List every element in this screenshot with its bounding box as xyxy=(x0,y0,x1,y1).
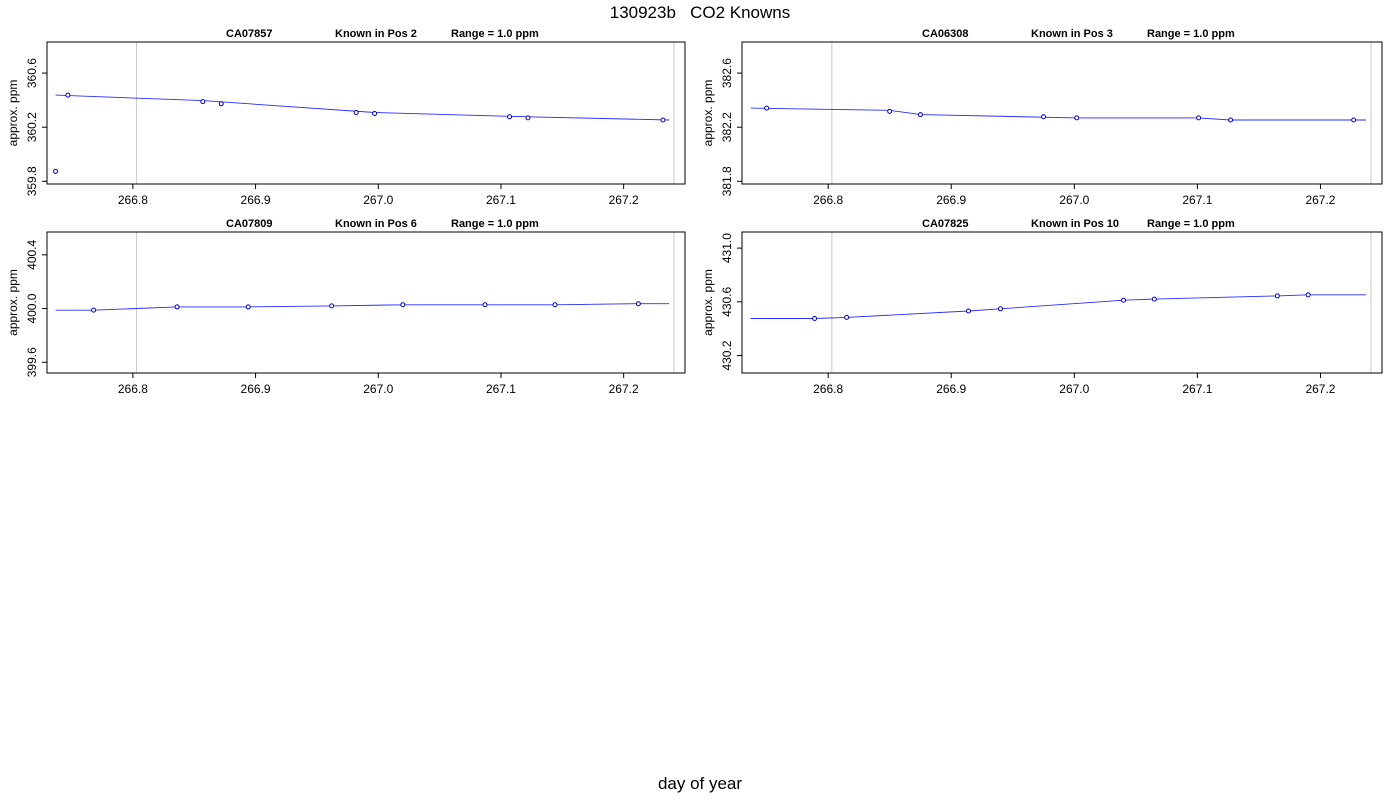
panel-title-range: Range = 1.0 ppm xyxy=(451,28,539,40)
data-point xyxy=(997,306,1003,312)
x-tick-label: 266.8 xyxy=(813,382,843,396)
y-axis-label: approx. ppm xyxy=(701,80,715,147)
x-tick-label: 266.8 xyxy=(813,193,843,207)
x-tick-label: 266.9 xyxy=(936,382,966,396)
plot-frame xyxy=(741,231,1383,374)
data-point xyxy=(372,111,378,117)
data-point xyxy=(660,117,666,123)
data-point xyxy=(1196,115,1202,121)
x-tick-label: 266.8 xyxy=(118,382,148,396)
y-axis-label: approx. ppm xyxy=(6,80,20,147)
data-point xyxy=(1041,114,1047,120)
x-tick-label: 267.0 xyxy=(1059,382,1089,396)
panel-title-position: Known in Pos 2 xyxy=(335,28,417,40)
chart-panel-1: CA07857 Known in Pos 2 Range = 1.0 ppm 266.… xyxy=(6,28,686,207)
data-point xyxy=(1121,297,1127,303)
data-point xyxy=(1305,292,1311,298)
x-tick-label: 267.2 xyxy=(1305,382,1335,396)
x-tick-label: 266.9 xyxy=(241,382,271,396)
data-point xyxy=(812,315,818,321)
x-tick-label: 267.0 xyxy=(1059,193,1089,207)
plot-frame xyxy=(741,41,1383,185)
data-point xyxy=(174,304,180,310)
data-point xyxy=(917,112,923,118)
data-point xyxy=(764,105,770,111)
data-point xyxy=(200,99,206,105)
data-point xyxy=(525,115,531,121)
y-tick-label: 381.8 xyxy=(720,166,734,196)
plot-frame xyxy=(46,231,686,374)
y-tick-label: 430.6 xyxy=(720,286,734,316)
y-tick-label: 382.6 xyxy=(720,58,734,88)
data-point xyxy=(1274,293,1280,299)
data-point xyxy=(1151,296,1157,302)
x-axis-label: day of year xyxy=(657,774,743,793)
data-point xyxy=(1351,117,1357,123)
data-point xyxy=(1228,117,1234,123)
data-point xyxy=(65,92,71,98)
panel-title-tank: CA07857 xyxy=(226,28,272,40)
panel-title-position: Known in Pos 6 xyxy=(335,218,417,230)
series-line xyxy=(55,94,670,121)
panel-title-range: Range = 1.0 ppm xyxy=(1147,28,1235,40)
y-tick-label: 430.2 xyxy=(720,340,734,370)
x-tick-label: 267.0 xyxy=(363,193,393,207)
series-line xyxy=(750,294,1366,319)
x-tick-label: 267.2 xyxy=(1305,193,1335,207)
data-point xyxy=(329,303,335,309)
x-tick-label: 267.2 xyxy=(609,193,639,207)
data-point xyxy=(53,168,59,174)
panel-title-position: Known in Pos 3 xyxy=(1031,28,1113,40)
panel-title-tank: CA06308 xyxy=(922,28,968,40)
data-point xyxy=(218,101,224,107)
data-point xyxy=(482,302,488,308)
y-axis-label: approx. ppm xyxy=(701,269,715,336)
series-line xyxy=(750,107,1366,121)
y-tick-label: 360.6 xyxy=(25,58,39,88)
data-point xyxy=(552,302,558,308)
data-point xyxy=(965,308,971,314)
x-tick-label: 266.9 xyxy=(241,193,271,207)
y-tick-label: 359.8 xyxy=(25,166,39,196)
y-tick-label: 382.2 xyxy=(720,112,734,142)
data-point xyxy=(353,109,359,115)
plot-frame xyxy=(46,41,686,185)
chart-main-title: 130923b CO2 Knowns xyxy=(609,3,791,22)
y-tick-label: 399.6 xyxy=(25,347,39,377)
panel-title-tank: CA07809 xyxy=(226,218,272,230)
x-tick-label: 267.2 xyxy=(609,382,639,396)
x-tick-label: 267.0 xyxy=(363,382,393,396)
x-tick-label: 267.1 xyxy=(1182,382,1212,396)
data-point xyxy=(91,307,97,313)
data-point xyxy=(1074,115,1080,121)
data-point xyxy=(844,314,850,320)
chart-panel-3: CA07809 Known in Pos 6 Range = 1.0 ppm 266.… xyxy=(6,218,686,396)
data-point xyxy=(507,114,513,120)
data-point xyxy=(635,301,641,307)
x-tick-label: 267.1 xyxy=(486,382,516,396)
x-tick-label: 267.1 xyxy=(1182,193,1212,207)
y-tick-label: 400.4 xyxy=(25,239,39,269)
chart-panel-4: CA07825 Known in Pos 10 Range = 1.0 ppm 266… xyxy=(701,218,1383,396)
chart-panel-2: CA06308 Known in Pos 3 Range = 1.0 ppm 266.… xyxy=(701,28,1383,207)
data-point xyxy=(887,108,893,114)
panel-title-range: Range = 1.0 ppm xyxy=(1147,218,1235,230)
x-tick-label: 266.8 xyxy=(118,193,148,207)
x-tick-label: 267.1 xyxy=(486,193,516,207)
y-tick-label: 400.0 xyxy=(25,293,39,323)
data-point xyxy=(245,304,251,310)
y-tick-label: 360.2 xyxy=(25,112,39,142)
y-axis-label: approx. ppm xyxy=(6,269,20,336)
x-tick-label: 266.9 xyxy=(936,193,966,207)
panel-title-position: Known in Pos 10 xyxy=(1031,218,1119,230)
y-tick-label: 431.0 xyxy=(720,233,734,263)
panel-title-tank: CA07825 xyxy=(922,218,968,230)
data-point xyxy=(400,302,406,308)
series-line xyxy=(55,303,670,311)
panel-title-range: Range = 1.0 ppm xyxy=(451,218,539,230)
